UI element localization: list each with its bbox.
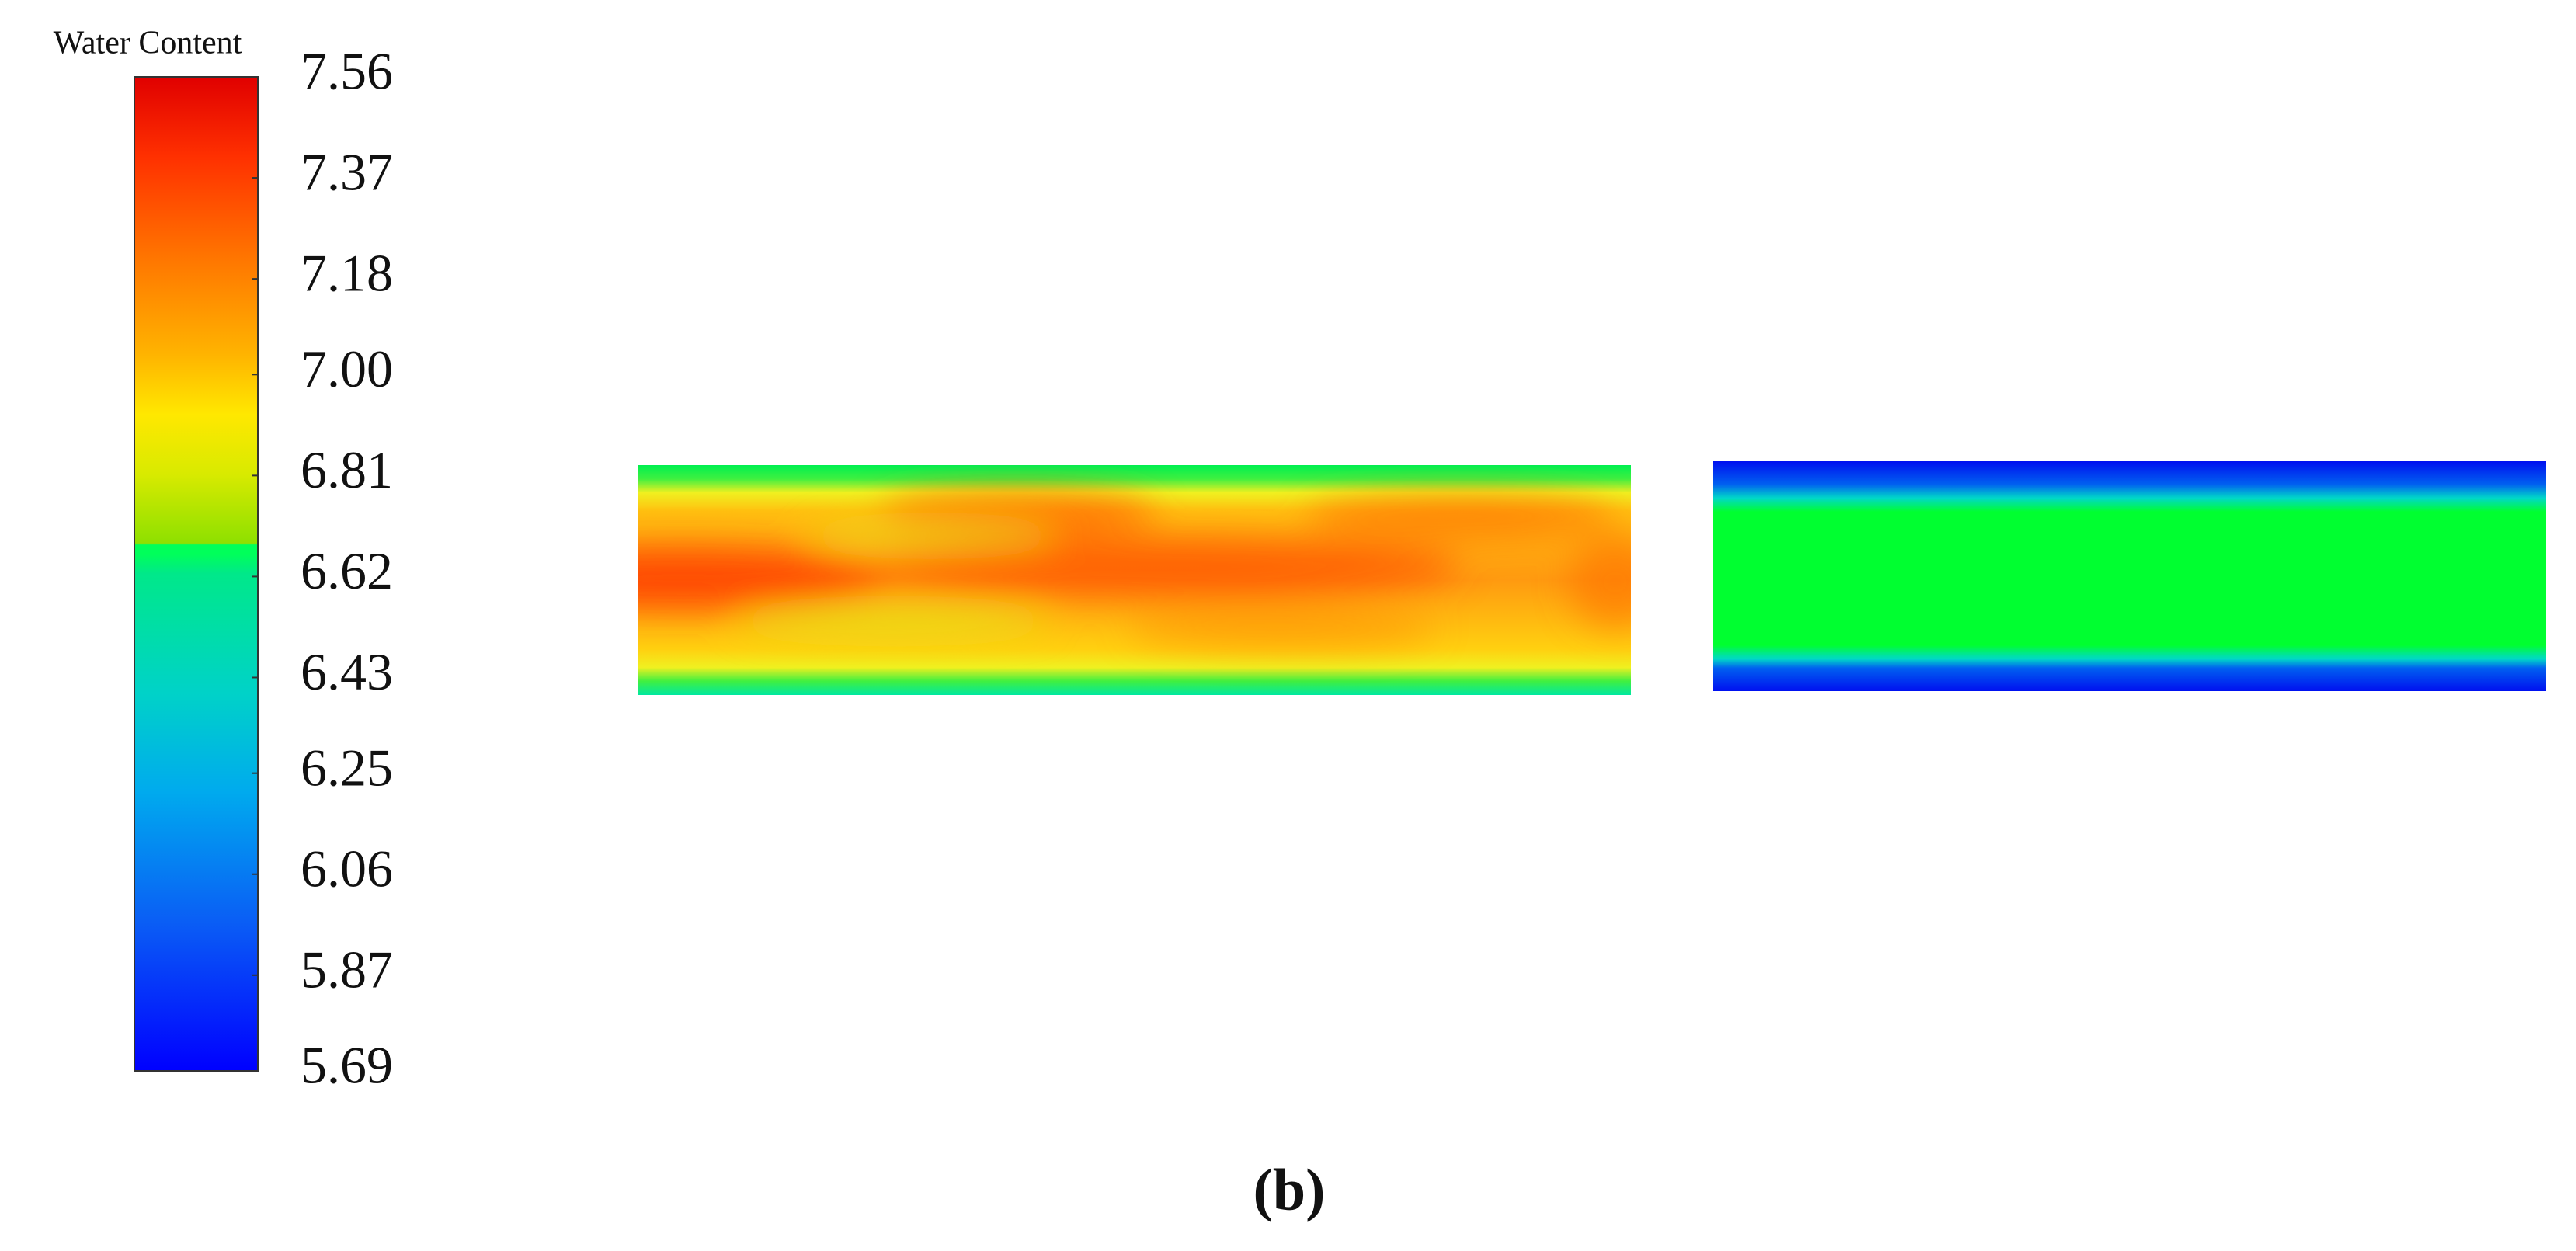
tick-label: 7.37 <box>301 143 393 202</box>
tick-label: 7.18 <box>301 244 393 303</box>
tick-label: 5.69 <box>301 1036 393 1095</box>
tick-label: 5.87 <box>301 940 393 999</box>
tick-label: 7.00 <box>301 339 393 398</box>
right-contour <box>1713 461 2546 691</box>
tick-label: 6.25 <box>301 738 393 797</box>
tick-label: 7.56 <box>301 42 393 101</box>
tick-label: 6.06 <box>301 839 393 898</box>
tick-label: 6.43 <box>301 642 393 701</box>
panel-label: (b) <box>1253 1157 1326 1222</box>
tick-label: 6.62 <box>301 541 393 600</box>
contour-streaks <box>638 489 1631 648</box>
colorbar-scale <box>134 76 259 1072</box>
tick-label: 6.81 <box>301 440 393 499</box>
left-contour <box>638 465 1631 695</box>
colorbar-title: Water Content <box>54 26 242 61</box>
colorbar: 7.56 7.37 7.18 7.00 6.81 6.62 6.43 6.25 6.06 5.87… <box>134 42 393 1095</box>
